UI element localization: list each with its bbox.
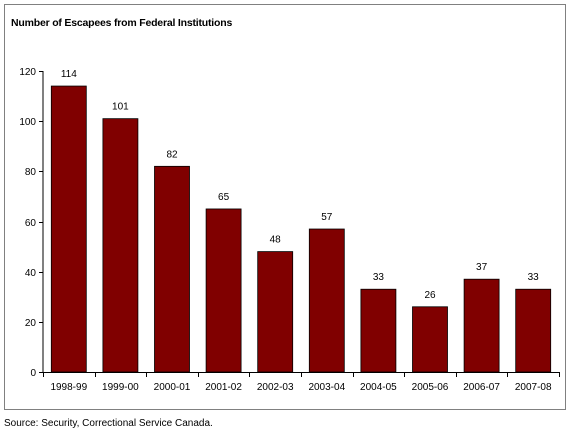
- y-tick-label: 40: [25, 268, 37, 279]
- x-tick-label: 2006-07: [463, 382, 500, 393]
- x-tick-label: 2003-04: [308, 382, 345, 393]
- data-label: 37: [476, 262, 488, 273]
- y-tick-label: 120: [19, 67, 36, 78]
- data-label: 33: [528, 272, 540, 283]
- x-tick-label: 2007-08: [515, 382, 552, 393]
- bar: [205, 208, 242, 373]
- data-label: 48: [270, 235, 282, 246]
- y-axis: 0 20 40 60 80 100 120: [19, 67, 44, 379]
- data-label: 114: [61, 69, 77, 80]
- bar-series: [50, 85, 552, 373]
- data-label: 82: [166, 149, 178, 160]
- chart-frame: [4, 4, 566, 410]
- y-tick-label: 80: [25, 167, 37, 178]
- x-tick-label: 2002-03: [257, 382, 294, 393]
- data-label: 26: [424, 290, 436, 301]
- x-tick-label: 1998-99: [50, 382, 87, 393]
- x-tick-label: 2001-02: [205, 382, 242, 393]
- bar: [308, 228, 345, 373]
- x-axis: 1998-99 1999-00 2000-01 2001-02 2002-03 2003-…: [43, 372, 560, 393]
- bar: [360, 288, 397, 373]
- source-note: Source: Security, Correctional Service C…: [4, 418, 213, 429]
- y-tick-label: 20: [25, 318, 37, 329]
- x-tick-label: 2000-01: [154, 382, 191, 393]
- bar: [515, 288, 552, 373]
- x-tick-label: 1999-00: [102, 382, 139, 393]
- x-tick-label: 2004-05: [360, 382, 397, 393]
- y-tick-label: 60: [25, 218, 37, 229]
- bar: [412, 306, 448, 373]
- bar-chart: Number of Escapees from Federal Institut…: [11, 17, 560, 393]
- bar: [50, 85, 87, 373]
- x-tick-label: 2005-06: [412, 382, 449, 393]
- bar: [257, 251, 294, 373]
- data-labels: 114 101 82 65 48 57 33 26 37 33: [61, 69, 539, 301]
- bar: [102, 118, 139, 373]
- data-label: 57: [321, 212, 333, 223]
- bar: [154, 165, 190, 373]
- data-label: 65: [218, 192, 230, 203]
- y-tick-label: 100: [19, 117, 36, 128]
- data-label: 101: [112, 102, 129, 113]
- y-tick-label: 0: [30, 368, 36, 379]
- bar: [463, 278, 500, 373]
- data-label: 33: [373, 272, 385, 283]
- chart-title: Number of Escapees from Federal Institut…: [11, 17, 232, 29]
